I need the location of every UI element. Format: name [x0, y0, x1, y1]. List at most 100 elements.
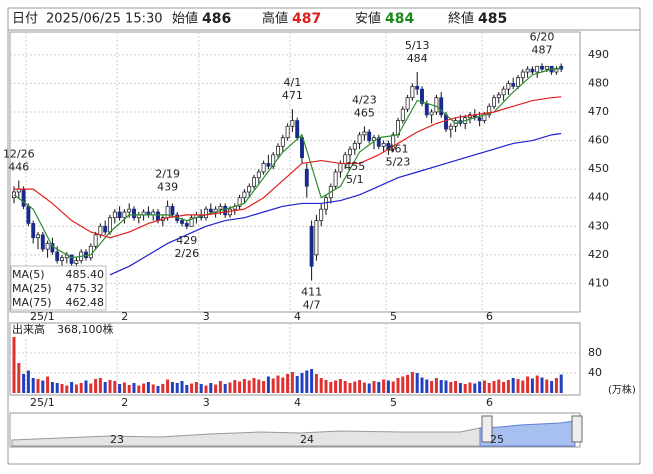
- x-tick-label: 4: [294, 310, 301, 323]
- x-tick-label: 6: [486, 310, 493, 323]
- candle-body: [516, 77, 520, 87]
- legend-value: 462.48: [66, 296, 105, 309]
- volume-bar: [151, 384, 155, 393]
- annotation-date: 5/13: [405, 39, 430, 52]
- annotation-date: 12/26: [3, 148, 35, 161]
- candle-body: [525, 68, 530, 73]
- navigator-handle[interactable]: [481, 415, 493, 443]
- volume-bar: [281, 377, 285, 393]
- low-label: 安値: [355, 11, 381, 27]
- volume-bar: [276, 375, 280, 393]
- volume-bar: [530, 378, 534, 393]
- x-tick-label: 25/1: [30, 396, 55, 409]
- candle-body: [26, 205, 31, 224]
- candle-body: [218, 205, 223, 210]
- annotation-value: 461: [388, 143, 409, 156]
- volume-bar: [358, 380, 362, 393]
- low: 484: [385, 11, 414, 27]
- x-tick-label: 2: [121, 310, 128, 323]
- candle-body: [55, 251, 60, 261]
- ma-line: [14, 96, 562, 239]
- close: 485: [478, 11, 507, 27]
- open: 486: [202, 11, 231, 27]
- candle-body: [540, 65, 544, 70]
- volume-bar: [194, 382, 198, 393]
- volume-bar: [290, 372, 294, 393]
- annotation-value: 471: [282, 89, 303, 102]
- candle-body: [237, 197, 242, 207]
- annotation-value: 465: [354, 106, 375, 119]
- close-label: 終値: [448, 11, 474, 27]
- volume-bar: [22, 374, 26, 393]
- candle-body: [405, 97, 410, 110]
- candle-body: [271, 154, 276, 167]
- navigator-handle[interactable]: [571, 415, 583, 443]
- volume-bar: [329, 382, 333, 393]
- volume-title: 出来高: [12, 322, 45, 336]
- annotation-date: 6/20: [530, 30, 555, 43]
- volume-bar: [473, 383, 477, 393]
- volume-bar: [550, 381, 554, 393]
- navigator: 23 24 25: [9, 412, 583, 448]
- volume-bar: [170, 382, 174, 393]
- date-label: 日付: [12, 12, 38, 27]
- candle-body: [103, 225, 108, 233]
- candle-body: [400, 108, 405, 121]
- volume-bar: [295, 376, 299, 393]
- volume-bar: [497, 379, 501, 393]
- candle-body: [122, 211, 127, 219]
- volume-bar: [41, 380, 45, 393]
- annotation-date: 4/1: [284, 76, 302, 89]
- volume-bar: [406, 375, 410, 393]
- candle-body: [189, 217, 194, 227]
- volume-bar: [89, 383, 93, 393]
- candle-body: [170, 205, 175, 216]
- candle-body: [117, 211, 122, 219]
- candle-body: [348, 148, 352, 156]
- candle-body: [165, 205, 170, 219]
- volume-bar: [478, 381, 482, 393]
- candle-body: [208, 208, 213, 213]
- volume-bar: [386, 380, 390, 393]
- volume-bar: [300, 373, 304, 393]
- candle-body: [410, 85, 415, 99]
- volume-bar: [334, 380, 338, 393]
- volume-bar: [430, 381, 434, 393]
- candle-body: [290, 120, 295, 127]
- candle-body: [520, 71, 525, 79]
- volume-bar: [521, 380, 525, 393]
- candle-body: [444, 114, 448, 130]
- x-tick-label: 3: [203, 310, 210, 323]
- candle-body: [295, 120, 300, 139]
- x-tick-label: 2: [121, 396, 128, 409]
- y-tick-label: 480: [588, 76, 609, 89]
- annotation-date: 5/1: [346, 173, 364, 186]
- volume-bar: [324, 380, 328, 393]
- candle-body: [554, 68, 559, 73]
- volume-bar: [319, 378, 323, 393]
- candle-body: [285, 125, 290, 139]
- volume-bar: [17, 363, 21, 393]
- header-bar: [7, 7, 641, 31]
- volume-bar: [516, 379, 520, 393]
- volume-bar: [449, 382, 453, 393]
- volume-bar: [439, 380, 443, 393]
- candle-body: [492, 97, 496, 107]
- volume-bar: [218, 381, 222, 393]
- x-tick-label: 4: [294, 396, 301, 409]
- volume-bar: [175, 383, 179, 393]
- navigator-label: 25: [490, 433, 504, 446]
- candle-body: [429, 111, 434, 116]
- candle-body: [544, 65, 549, 70]
- annotation-value: 429: [176, 234, 197, 247]
- volume-bar: [535, 375, 539, 393]
- volume-bar: [118, 384, 122, 393]
- volume-bar: [266, 376, 270, 393]
- annotation-value: 411: [301, 286, 322, 299]
- volume-bar: [113, 381, 117, 393]
- volume-bar: [70, 382, 74, 393]
- volume-bar: [487, 383, 491, 393]
- volume-bar: [468, 382, 472, 393]
- y-tick-label: 440: [588, 191, 609, 204]
